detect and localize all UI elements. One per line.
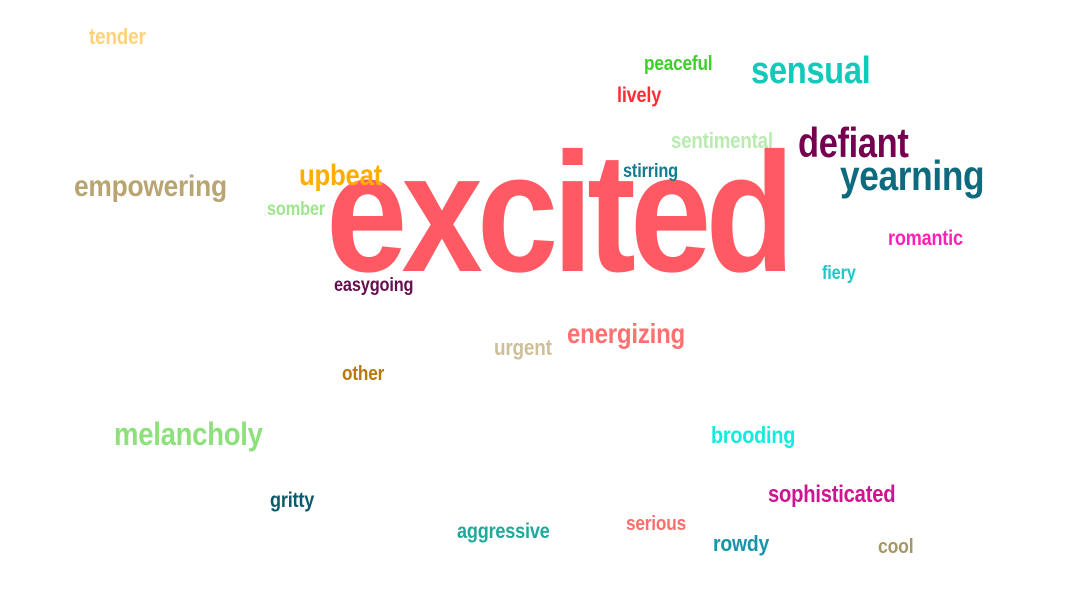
word-tender: tender — [89, 24, 146, 49]
word-romantic: romantic — [888, 227, 963, 250]
word-other: other — [342, 363, 385, 385]
word-brooding: brooding — [711, 422, 796, 448]
word-gritty: gritty — [270, 489, 315, 512]
word-serious: serious — [626, 513, 686, 535]
word-yearning: yearning — [840, 152, 985, 199]
word-easygoing: easygoing — [334, 275, 414, 296]
word-aggressive: aggressive — [457, 520, 550, 543]
word-cool: cool — [878, 536, 914, 558]
word-energizing: energizing — [567, 318, 686, 349]
word-sophisticated: sophisticated — [768, 481, 896, 508]
word-stirring: stirring — [623, 161, 678, 182]
word-urgent: urgent — [494, 335, 552, 360]
word-fiery: fiery — [822, 263, 856, 284]
word-melancholy: melancholy — [114, 416, 263, 452]
word-somber: somber — [267, 199, 326, 220]
word-lively: lively — [617, 84, 662, 107]
word-rowdy: rowdy — [713, 531, 770, 556]
word-upbeat: upbeat — [299, 159, 383, 192]
word-peaceful: peaceful — [644, 53, 713, 75]
word-excited: excited — [326, 118, 795, 308]
word-sensual: sensual — [751, 50, 871, 92]
word-defiant: defiant — [798, 119, 909, 166]
word-sentimental: sentimental — [671, 128, 773, 153]
word-empowering: empowering — [74, 170, 227, 203]
